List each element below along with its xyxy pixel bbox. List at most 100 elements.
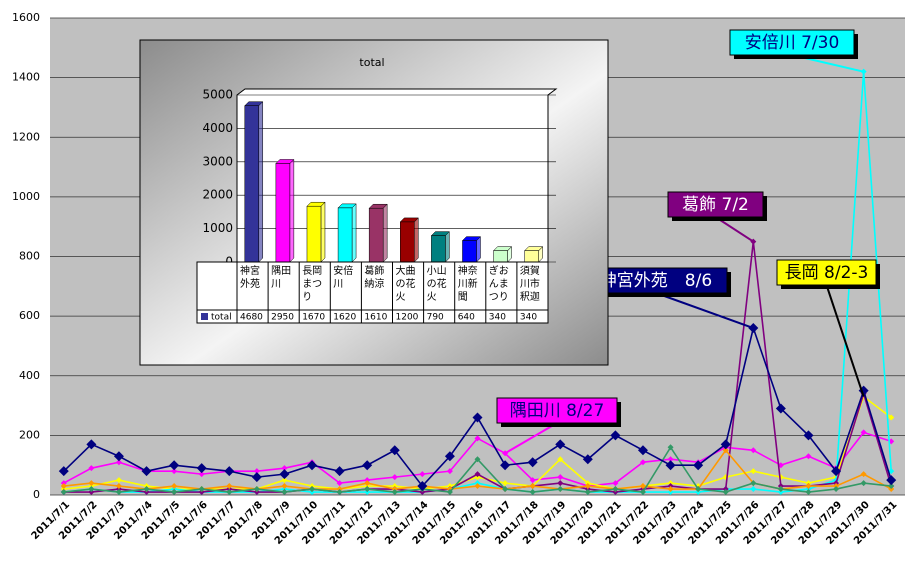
point-marker	[557, 456, 564, 463]
bar	[493, 250, 508, 263]
point-marker	[667, 444, 674, 451]
point-marker	[750, 447, 757, 454]
y-tick-label: 2000	[202, 188, 233, 202]
y-tick-label: 200	[19, 428, 40, 441]
point-marker	[555, 439, 566, 450]
point-marker	[417, 481, 428, 492]
annotation: 神宮外苑 8/6	[600, 271, 712, 291]
label-line: つり	[489, 291, 509, 303]
point-marker	[169, 460, 180, 471]
point-marker	[281, 477, 288, 484]
annotation: 長岡 8/2-3	[785, 263, 869, 283]
point-marker	[474, 471, 481, 478]
annotation: 葛飾 7/2	[682, 195, 749, 215]
label-line: 長岡	[302, 265, 322, 277]
value-label: 1620	[333, 313, 356, 323]
callout-box	[667, 191, 764, 218]
y-tick-label: 5000	[202, 88, 233, 102]
point-marker	[860, 471, 867, 478]
point-marker	[391, 474, 398, 481]
point-marker	[171, 468, 178, 475]
point-marker	[693, 460, 704, 471]
y-tick-label: 1600	[12, 11, 40, 24]
y-tick-label: 1000	[202, 221, 233, 235]
label-line: 釈迦	[520, 290, 540, 303]
bar-side	[382, 203, 388, 263]
point-marker	[805, 489, 812, 496]
point-marker	[307, 460, 318, 471]
point-marker	[474, 483, 481, 490]
label-line: 外苑	[240, 277, 260, 290]
label-line: 小山	[427, 265, 447, 277]
point-marker	[446, 468, 453, 475]
point-marker	[171, 483, 178, 490]
point-marker	[529, 483, 536, 490]
point-marker	[281, 483, 288, 490]
point-marker	[750, 486, 757, 493]
point-marker	[582, 454, 593, 465]
point-marker	[113, 451, 124, 462]
value-label: 4680	[240, 313, 263, 323]
bar-side	[414, 217, 419, 263]
callout-box	[729, 29, 855, 56]
value-label: 340	[520, 313, 537, 323]
legend-key	[201, 313, 208, 320]
point-marker	[60, 483, 67, 490]
bar-side	[445, 231, 450, 263]
value-label: 2950	[271, 313, 294, 323]
value-label: 640	[458, 313, 475, 323]
label-line: 火	[427, 291, 437, 303]
point-marker	[557, 480, 564, 487]
value-label: 790	[427, 313, 444, 323]
callout-arrow	[504, 422, 558, 455]
point-marker	[831, 466, 842, 477]
point-marker	[805, 483, 812, 490]
bar-side	[320, 201, 326, 263]
category-label: 須賀川市釈迦	[520, 265, 540, 303]
label-line: の花	[396, 277, 416, 290]
label-line: 大曲	[396, 264, 416, 277]
point-marker	[115, 489, 122, 496]
point-marker	[722, 489, 729, 496]
bar-side	[351, 203, 357, 263]
label-line: 葛飾	[364, 264, 384, 277]
category-label: 長岡まつり	[302, 265, 322, 303]
bar	[306, 205, 322, 263]
point-marker	[529, 489, 536, 496]
bar-side	[476, 236, 481, 263]
callout-box	[584, 267, 728, 294]
point-marker	[860, 429, 867, 436]
point-marker	[196, 463, 207, 474]
inset-title: total	[359, 56, 384, 69]
point-marker	[336, 489, 343, 496]
point-marker	[391, 489, 398, 496]
label-line: まつ	[302, 278, 322, 290]
callout-arrow	[655, 292, 754, 329]
point-marker	[58, 466, 69, 477]
point-marker	[336, 480, 343, 487]
point-marker	[584, 489, 591, 496]
label-line: 須賀	[520, 265, 540, 277]
y-tick-label: 1400	[12, 71, 40, 84]
category-label: 神宮外苑	[240, 264, 260, 290]
category-label: 葛飾納涼	[364, 264, 384, 290]
point-marker	[610, 430, 621, 441]
point-marker	[309, 486, 316, 493]
legend-label: total	[211, 313, 232, 323]
point-marker	[888, 483, 895, 490]
label-line: の花	[427, 277, 447, 290]
point-marker	[805, 453, 812, 460]
y-tick-label: 0	[33, 488, 40, 501]
point-marker	[612, 480, 619, 487]
point-marker	[472, 412, 483, 423]
data-table	[196, 261, 549, 324]
label-line: 川市	[520, 277, 540, 290]
point-marker	[88, 486, 95, 493]
point-marker	[667, 486, 674, 493]
point-marker	[750, 480, 757, 487]
point-marker	[639, 483, 646, 490]
callout-arrow	[714, 216, 754, 243]
y-tick-label: 4000	[202, 121, 233, 135]
point-marker	[637, 445, 648, 456]
